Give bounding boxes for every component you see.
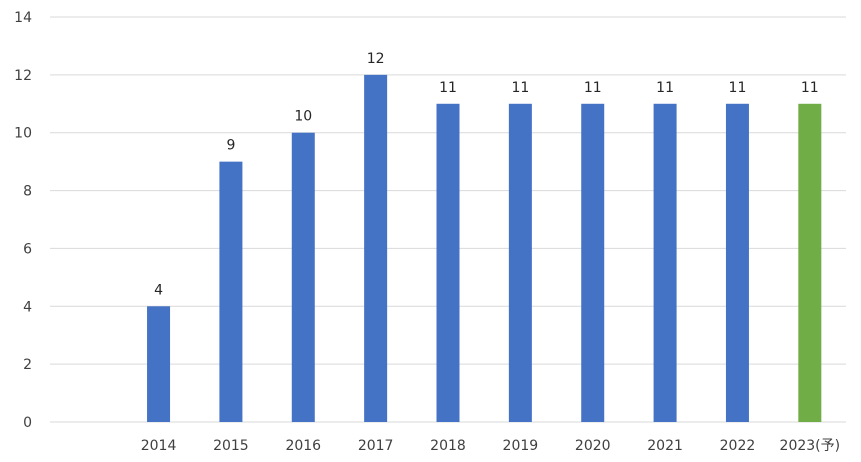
x-tick-label-2016: 2016 [285, 438, 321, 454]
y-tick-label-14: 14 [14, 10, 32, 26]
bar-2014 [147, 306, 171, 422]
y-tick-label-2: 2 [23, 357, 32, 373]
data-label-2016: 10 [294, 109, 312, 125]
data-labels: 4 9 10 12 11 11 11 11 11 11 [154, 51, 819, 298]
x-axis-tick-labels: 2014 2015 2016 2017 2018 2019 2020 2021 2022 2023… [141, 438, 840, 454]
data-label-2020: 11 [584, 80, 602, 96]
y-tick-label-10: 10 [14, 126, 32, 142]
x-tick-label-2018: 2018 [430, 438, 466, 454]
data-label-2014: 4 [154, 282, 163, 298]
x-tick-label-2022: 2022 [720, 438, 756, 454]
x-tick-label-2021: 2021 [647, 438, 683, 454]
bar-2021 [653, 103, 677, 423]
y-axis-tick-labels: 0 2 4 6 8 10 12 14 [14, 10, 32, 431]
data-label-2021: 11 [656, 80, 674, 96]
bar-2018 [436, 103, 460, 423]
y-tick-label-12: 12 [14, 68, 32, 84]
data-label-2018: 11 [439, 80, 457, 96]
x-tick-label-2019: 2019 [503, 438, 539, 454]
data-label-2022: 11 [729, 80, 747, 96]
x-tick-label-2020: 2020 [575, 438, 611, 454]
x-tick-label-2014: 2014 [141, 438, 177, 454]
bar-2022 [725, 103, 749, 423]
y-tick-label-6: 6 [23, 241, 32, 257]
y-tick-label-4: 4 [23, 299, 32, 315]
bar-2016 [291, 132, 315, 422]
data-label-2019: 11 [511, 80, 529, 96]
data-label-2015: 9 [226, 138, 235, 154]
bar-2015 [219, 161, 243, 422]
x-tick-label-2017: 2017 [358, 438, 394, 454]
bar-2023(予) [798, 103, 822, 423]
y-tick-label-8: 8 [23, 184, 32, 200]
bar-2020 [581, 103, 605, 423]
y-tick-label-0: 0 [23, 415, 32, 431]
x-tick-label-2023(予): 2023(予) [780, 438, 841, 454]
bar-2017 [364, 74, 388, 422]
bar-2019 [508, 103, 532, 423]
bars [147, 74, 822, 423]
data-label-2023(予): 11 [801, 80, 819, 96]
data-label-2017: 12 [367, 51, 385, 67]
x-tick-label-2015: 2015 [213, 438, 249, 454]
